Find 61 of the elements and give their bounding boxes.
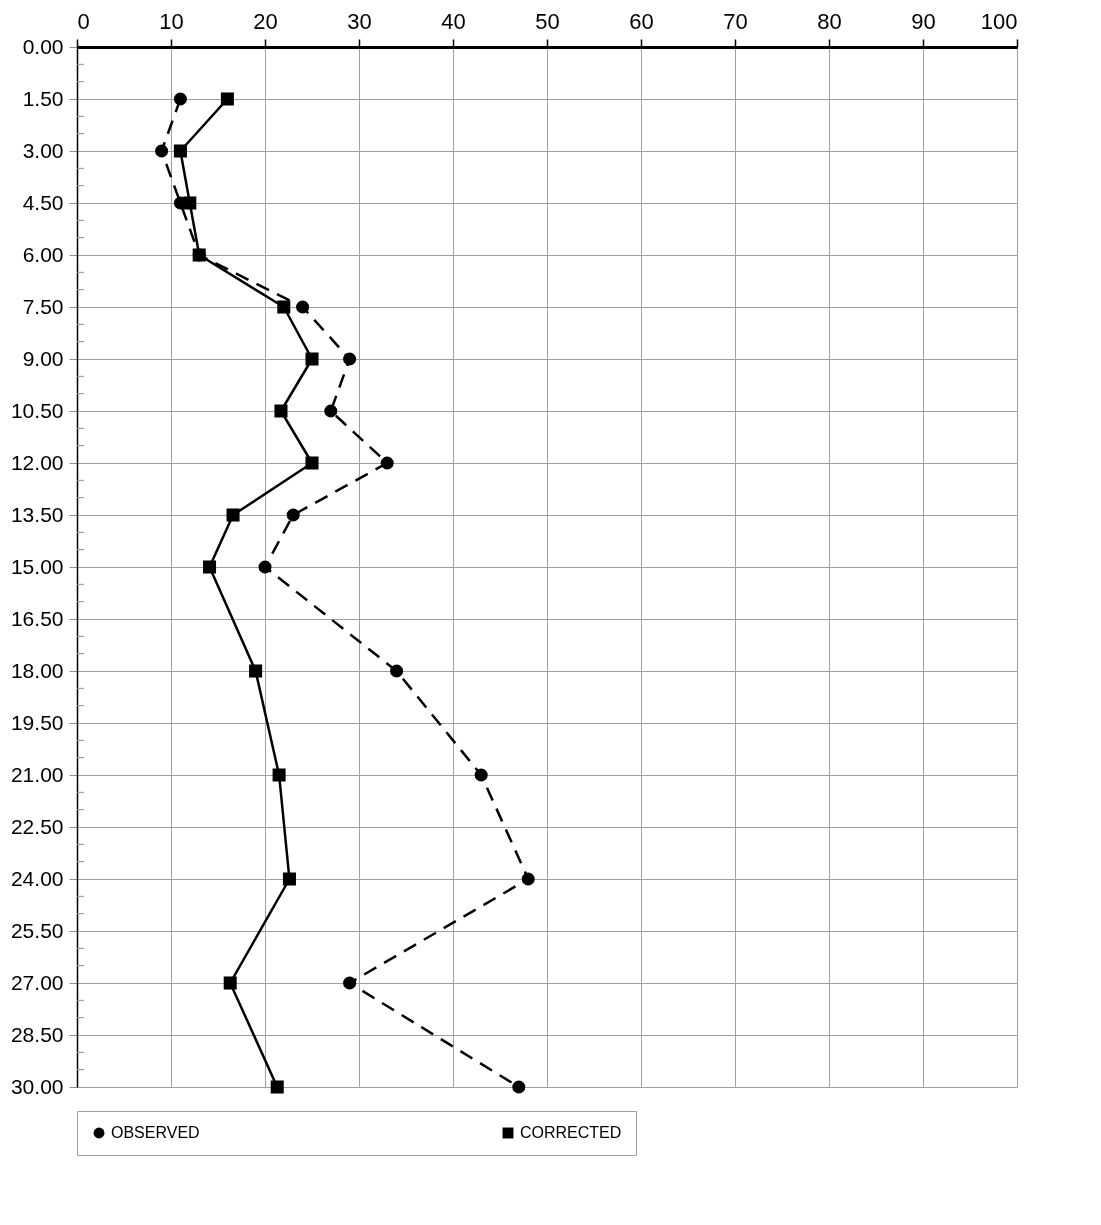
point bbox=[296, 300, 310, 314]
y-tick-label: 1.50 bbox=[22, 86, 64, 110]
point bbox=[343, 976, 357, 990]
y-tick-label: 22.50 bbox=[10, 814, 64, 838]
point bbox=[324, 404, 338, 418]
x-tick-label: 50 bbox=[535, 8, 560, 34]
point bbox=[203, 560, 217, 574]
x-tick-label: 10 bbox=[159, 8, 184, 34]
x-tick-label: 60 bbox=[629, 8, 654, 34]
point bbox=[277, 300, 291, 314]
point bbox=[512, 1080, 526, 1094]
y-tick-label: 9.00 bbox=[22, 346, 64, 370]
y-tick-label: 13.50 bbox=[10, 502, 64, 526]
x-tick-label: 80 bbox=[817, 8, 842, 34]
point bbox=[343, 352, 357, 366]
y-tick-label: 6.00 bbox=[22, 242, 64, 266]
point bbox=[155, 144, 169, 158]
point bbox=[521, 872, 535, 886]
point bbox=[274, 404, 288, 418]
point bbox=[223, 976, 237, 990]
y-tick-label: 3.00 bbox=[22, 138, 64, 162]
x-tick-label: 0 bbox=[77, 8, 90, 34]
x-tick-label: 90 bbox=[911, 8, 936, 34]
x-tick-label: 70 bbox=[723, 8, 748, 34]
point bbox=[226, 508, 240, 522]
point bbox=[390, 664, 404, 678]
point bbox=[305, 352, 319, 366]
legend-label: CORRECTED bbox=[520, 1124, 622, 1141]
point bbox=[173, 92, 187, 106]
point bbox=[258, 560, 272, 574]
point bbox=[380, 456, 394, 470]
point bbox=[305, 456, 319, 470]
y-tick-label: 12.00 bbox=[10, 450, 64, 474]
point bbox=[272, 768, 286, 782]
y-tick-label: 19.50 bbox=[10, 710, 64, 734]
y-tick-label: 15.00 bbox=[10, 554, 64, 578]
x-tick-label: 20 bbox=[253, 8, 278, 34]
y-tick-label: 10.50 bbox=[10, 398, 64, 422]
y-tick-label: 30.00 bbox=[10, 1074, 64, 1098]
point bbox=[286, 508, 300, 522]
y-tick-label: 28.50 bbox=[10, 1022, 64, 1046]
y-tick-label: 27.00 bbox=[10, 970, 64, 994]
x-tick-label: 100 bbox=[980, 8, 1018, 34]
point bbox=[220, 92, 234, 106]
y-tick-label: 16.50 bbox=[10, 606, 64, 630]
point bbox=[183, 196, 197, 210]
legend-label: OBSERVED bbox=[111, 1124, 200, 1141]
point bbox=[173, 144, 187, 158]
y-tick-label: 7.50 bbox=[22, 294, 64, 318]
point bbox=[249, 664, 263, 678]
point bbox=[474, 768, 488, 782]
y-tick-label: 21.00 bbox=[10, 762, 64, 786]
y-tick-label: 24.00 bbox=[10, 866, 64, 890]
y-tick-label: 18.00 bbox=[10, 658, 64, 682]
y-tick-label: 4.50 bbox=[22, 190, 64, 214]
point bbox=[270, 1080, 284, 1094]
x-tick-label: 30 bbox=[347, 8, 372, 34]
x-tick-label: 40 bbox=[441, 8, 466, 34]
y-tick-label: 25.50 bbox=[10, 918, 64, 942]
y-tick-label: 0.00 bbox=[22, 34, 64, 58]
point bbox=[282, 872, 296, 886]
